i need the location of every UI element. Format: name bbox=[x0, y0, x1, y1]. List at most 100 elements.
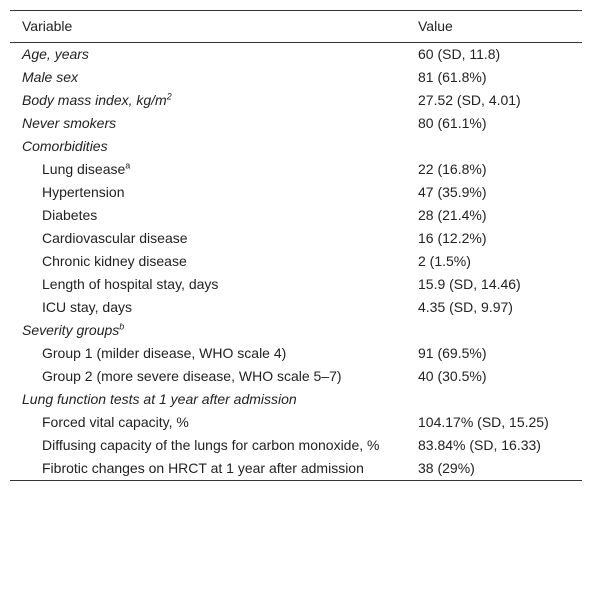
value-cell: 38 (29%) bbox=[418, 457, 582, 481]
value-text: 80 (61.1%) bbox=[418, 115, 487, 131]
variable-label: Male sex bbox=[22, 69, 79, 85]
variable-cell: Group 1 (milder disease, WHO scale 4) bbox=[10, 342, 418, 365]
value-text: 15.9 (SD, 14.46) bbox=[418, 276, 521, 292]
variable-label: Lung function tests at 1 year after admi… bbox=[22, 391, 297, 407]
variable-label: Chronic kidney disease bbox=[42, 253, 187, 269]
variable-cell: Group 2 (more severe disease, WHO scale … bbox=[10, 365, 418, 388]
variable-cell: Length of hospital stay, days bbox=[10, 273, 418, 296]
header-cell: Value bbox=[418, 10, 582, 43]
value-cell: 16 (12.2%) bbox=[418, 227, 582, 250]
table-row: Hypertension 47 (35.9%) bbox=[10, 181, 582, 204]
footnote-marker: a bbox=[125, 160, 131, 171]
variable-label: Fibrotic changes on HRCT at 1 year after… bbox=[42, 460, 364, 476]
value-cell: 91 (69.5%) bbox=[418, 342, 582, 365]
table-row: Never smokers 80 (61.1%) bbox=[10, 112, 582, 135]
value-cell: 15.9 (SD, 14.46) bbox=[418, 273, 582, 296]
table-body: Age, years 60 (SD, 11.8) Male sex 81 (61.8%… bbox=[10, 43, 582, 481]
table-row: Age, years 60 (SD, 11.8) bbox=[10, 43, 582, 67]
table-row: Diabetes 28 (21.4%) bbox=[10, 204, 582, 227]
variable-cell: Age, years bbox=[10, 43, 418, 67]
variable-cell: Severity groupsb bbox=[10, 319, 418, 342]
value-text: 83.84% (SD, 16.33) bbox=[418, 437, 541, 453]
value-cell: 60 (SD, 11.8) bbox=[418, 43, 582, 67]
value-text: 28 (21.4%) bbox=[418, 207, 487, 223]
variable-label: Lung disease bbox=[42, 161, 126, 177]
variable-cell: Fibrotic changes on HRCT at 1 year after… bbox=[10, 457, 418, 481]
variable-cell: Never smokers bbox=[10, 112, 418, 135]
variable-cell: Lung diseasea bbox=[10, 158, 418, 181]
footnote-marker: 2 bbox=[166, 91, 172, 102]
variable-cell: Body mass index, kg/m2 bbox=[10, 89, 418, 112]
value-text: 60 (SD, 11.8) bbox=[418, 46, 501, 62]
variable-label: Hypertension bbox=[42, 184, 125, 200]
value-cell: 4.35 (SD, 9.97) bbox=[418, 296, 582, 319]
value-cell: 27.52 (SD, 4.01) bbox=[418, 89, 582, 112]
variable-cell: Forced vital capacity, % bbox=[10, 411, 418, 434]
variable-label: Body mass index, kg/m bbox=[22, 92, 167, 108]
table-row: Body mass index, kg/m2 27.52 (SD, 4.01) bbox=[10, 89, 582, 112]
value-text: 27.52 (SD, 4.01) bbox=[418, 92, 521, 108]
value-text: 47 (35.9%) bbox=[418, 184, 487, 200]
value-text: 40 (30.5%) bbox=[418, 368, 487, 384]
value-text: 91 (69.5%) bbox=[418, 345, 487, 361]
variable-label: Diabetes bbox=[42, 207, 98, 223]
table-row: Fibrotic changes on HRCT at 1 year after… bbox=[10, 457, 582, 481]
header-row: Variable Value bbox=[10, 10, 582, 43]
variable-cell: ICU stay, days bbox=[10, 296, 418, 319]
variable-cell: Cardiovascular disease bbox=[10, 227, 418, 250]
table-row: Forced vital capacity, % 104.17% (SD, 15.… bbox=[10, 411, 582, 434]
variable-label: Severity groups bbox=[22, 322, 120, 338]
table-row: Severity groupsb bbox=[10, 319, 582, 342]
table-row: Group 2 (more severe disease, WHO scale … bbox=[10, 365, 582, 388]
value-cell: 28 (21.4%) bbox=[418, 204, 582, 227]
table-row: Group 1 (milder disease, WHO scale 4) 91 … bbox=[10, 342, 582, 365]
value-text: 22 (16.8%) bbox=[418, 161, 487, 177]
variable-cell: Comorbidities bbox=[10, 135, 418, 158]
value-cell: 2 (1.5%) bbox=[418, 250, 582, 273]
value-cell bbox=[418, 319, 582, 342]
variable-cell: Hypertension bbox=[10, 181, 418, 204]
table-row: Cardiovascular disease 16 (12.2%) bbox=[10, 227, 582, 250]
variable-cell: Diabetes bbox=[10, 204, 418, 227]
value-cell: 81 (61.8%) bbox=[418, 66, 582, 89]
variable-label: ICU stay, days bbox=[42, 299, 132, 315]
value-text: 81 (61.8%) bbox=[418, 69, 487, 85]
variable-label: Never smokers bbox=[22, 115, 117, 131]
variable-cell: Male sex bbox=[10, 66, 418, 89]
variable-label: Diffusing capacity of the lungs for carb… bbox=[42, 437, 380, 453]
table-row: Lung diseasea 22 (16.8%) bbox=[10, 158, 582, 181]
variable-label: Forced vital capacity, % bbox=[42, 414, 189, 430]
variable-label: Age, years bbox=[22, 46, 89, 62]
value-cell: 104.17% (SD, 15.25) bbox=[418, 411, 582, 434]
variable-label: Group 1 (milder disease, WHO scale 4) bbox=[42, 345, 287, 361]
value-cell bbox=[418, 388, 582, 411]
value-text: 38 (29%) bbox=[418, 460, 475, 476]
value-cell bbox=[418, 135, 582, 158]
variable-cell: Lung function tests at 1 year after admi… bbox=[10, 388, 418, 411]
table-row: Male sex 81 (61.8%) bbox=[10, 66, 582, 89]
variable-label: Comorbidities bbox=[22, 138, 108, 154]
variable-label: Cardiovascular disease bbox=[42, 230, 188, 246]
table-row: Length of hospital stay, days 15.9 (SD, 1… bbox=[10, 273, 582, 296]
table-row: ICU stay, days 4.35 (SD, 9.97) bbox=[10, 296, 582, 319]
value-text: 4.35 (SD, 9.97) bbox=[418, 299, 513, 315]
value-cell: 83.84% (SD, 16.33) bbox=[418, 434, 582, 457]
table-row: Chronic kidney disease 2 (1.5%) bbox=[10, 250, 582, 273]
variable-cell: Diffusing capacity of the lungs for carb… bbox=[10, 434, 418, 457]
variable-label: Length of hospital stay, days bbox=[42, 276, 219, 292]
value-cell: 40 (30.5%) bbox=[418, 365, 582, 388]
value-text: 2 (1.5%) bbox=[418, 253, 471, 269]
table-row: Lung function tests at 1 year after admi… bbox=[10, 388, 582, 411]
value-cell: 22 (16.8%) bbox=[418, 158, 582, 181]
header-cell: Variable bbox=[10, 10, 418, 43]
table-row: Comorbidities bbox=[10, 135, 582, 158]
variable-cell: Chronic kidney disease bbox=[10, 250, 418, 273]
value-cell: 47 (35.9%) bbox=[418, 181, 582, 204]
variable-label: Group 2 (more severe disease, WHO scale … bbox=[42, 368, 342, 384]
footnote-marker: b bbox=[119, 321, 125, 332]
table-row: Diffusing capacity of the lungs for carb… bbox=[10, 434, 582, 457]
value-text: 16 (12.2%) bbox=[418, 230, 487, 246]
value-text: 104.17% (SD, 15.25) bbox=[418, 414, 549, 430]
data-table: Variable Value Age, years 60 (SD, 11.8) Ma… bbox=[10, 10, 582, 481]
